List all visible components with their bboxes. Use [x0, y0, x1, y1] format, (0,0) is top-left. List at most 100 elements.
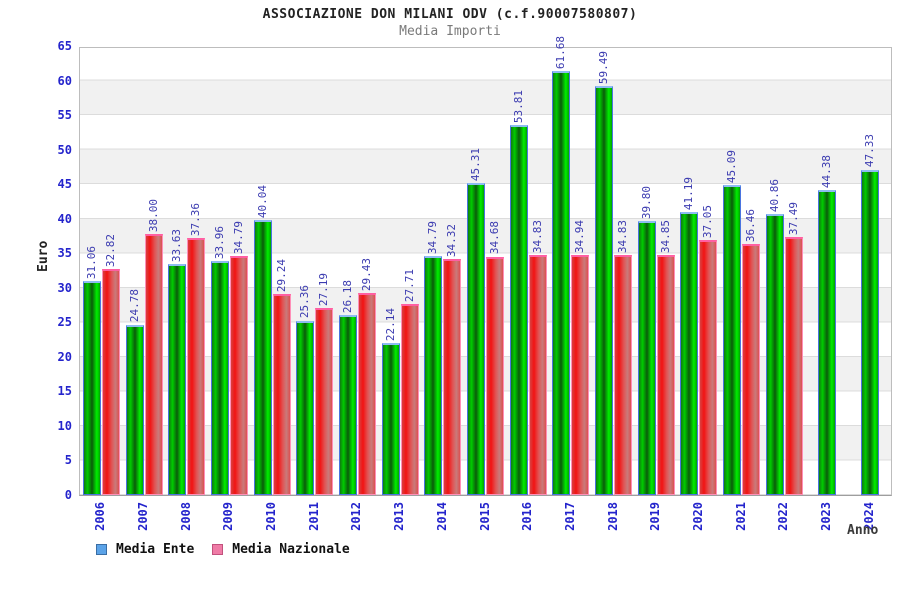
bar-group-2016: 53.81 34.83 2016: [507, 48, 550, 531]
y-tick-40: 40: [57, 211, 72, 226]
value-label-media-nazionale-2006: 32.82: [103, 234, 117, 268]
bar-group-2006: 31.06 32.82 2006: [80, 48, 123, 531]
bar-group-2021: 45.09 36.46 2021: [720, 48, 763, 531]
bar-media-ente-2007: 24.78: [125, 289, 144, 495]
bar-media-ente-2019: 39.80: [637, 186, 656, 495]
value-label-media-nazionale-2010: 29.24: [274, 258, 288, 292]
bar-media-ente-2016: 53.81: [509, 90, 528, 495]
y-tick-60: 60: [57, 73, 72, 88]
x-axis-title: Anno: [847, 523, 879, 538]
bar-media-ente-2020: 41.19: [680, 177, 699, 495]
value-label-media-nazionale-2022: 37.49: [786, 202, 800, 236]
value-label-media-ente-2018: 59.49: [597, 50, 611, 84]
bar-media-nazionale-2008: 37.36: [187, 203, 206, 495]
bar-group-2022: 40.86 37.49 2022: [763, 48, 806, 531]
bar-media-nazionale-2013: 27.71: [400, 269, 419, 495]
legend-label-media-nazionale: Media Nazionale: [232, 542, 350, 557]
x-tick-2009: 2009: [221, 502, 236, 531]
bar-group-2014: 34.79 34.32 2014: [422, 48, 465, 531]
bar-media-ente-2024: 47.33: [860, 134, 879, 495]
x-tick-2020: 2020: [690, 502, 705, 531]
value-label-media-ente-2010: 40.04: [255, 184, 269, 218]
bar-group-2013: 22.14 27.71 2013: [379, 48, 422, 531]
bar-group-2017: 61.68 34.94 2017: [550, 36, 593, 531]
bar-media-nazionale-2015: 34.68: [486, 221, 505, 495]
bar-media-nazionale-2006: 32.82: [101, 234, 120, 495]
bar-media-ente-2006: 31.06: [82, 246, 101, 495]
value-label-media-ente-2016: 53.81: [511, 89, 525, 123]
bar-group-2018: 59.49 34.83 2018: [592, 48, 635, 531]
bar-group-2007: 24.78 38.00 2007: [123, 48, 166, 531]
value-label-media-ente-2014: 34.79: [426, 220, 440, 254]
bar-group-2024: 47.33 2024: [848, 48, 891, 531]
value-label-media-nazionale-2019: 34.85: [658, 220, 672, 254]
legend-swatch-media-nazionale-icon: [212, 544, 224, 555]
bar-group-2020: 41.19 37.05 2020: [678, 48, 721, 531]
value-label-media-ente-2020: 41.19: [682, 176, 696, 210]
bar-media-nazionale-2018: 34.83: [614, 220, 633, 495]
bar-media-ente-2023: 44.38: [818, 155, 837, 495]
x-tick-2019: 2019: [648, 502, 663, 531]
y-tick-20: 20: [57, 349, 72, 364]
y-tick-65: 65: [57, 39, 72, 53]
y-tick-35: 35: [57, 246, 72, 261]
value-label-media-ente-2012: 26.18: [340, 279, 354, 313]
value-label-media-ente-2021: 45.09: [725, 149, 739, 183]
x-tick-2011: 2011: [306, 502, 321, 531]
value-label-media-nazionale-2016: 34.83: [530, 220, 544, 254]
bar-media-nazionale-2014: 34.32: [443, 224, 462, 495]
bar-media-ente-2018: 59.49: [595, 51, 614, 495]
x-tick-2018: 2018: [605, 502, 620, 531]
x-tick-2023: 2023: [819, 502, 834, 531]
bar-group-2008: 33.63 37.36 2008: [165, 48, 208, 531]
x-tick-2010: 2010: [264, 502, 279, 531]
bar-media-nazionale-2019: 34.85: [656, 220, 675, 495]
bar-media-nazionale-2016: 34.83: [528, 220, 547, 495]
value-label-media-ente-2015: 45.31: [469, 148, 483, 182]
value-label-media-nazionale-2018: 34.83: [616, 220, 630, 254]
x-tick-2006: 2006: [93, 502, 108, 531]
bar-media-ente-2021: 45.09: [723, 150, 742, 495]
y-tick-45: 45: [57, 177, 72, 192]
legend-item-media-ente: Media Ente: [96, 542, 194, 557]
x-tick-2015: 2015: [477, 502, 492, 531]
x-tick-2022: 2022: [776, 502, 791, 531]
bar-media-nazionale-2020: 37.05: [699, 205, 718, 495]
bar-media-ente-2008: 33.63: [168, 229, 187, 495]
y-tick-5: 5: [64, 453, 72, 468]
value-label-media-nazionale-2014: 34.32: [445, 223, 459, 257]
value-label-media-ente-2011: 25.36: [298, 285, 312, 319]
bar-media-nazionale-2017: 34.94: [571, 220, 590, 495]
legend-item-media-nazionale: Media Nazionale: [212, 542, 350, 557]
value-label-media-nazionale-2017: 34.94: [573, 219, 587, 253]
bar-group-2019: 39.80 34.85 2019: [635, 48, 678, 531]
y-tick-25: 25: [57, 315, 72, 330]
value-label-media-ente-2008: 33.63: [170, 228, 184, 262]
x-tick-2008: 2008: [178, 502, 193, 531]
y-tick-30: 30: [57, 280, 72, 295]
bar-group-2010: 40.04 29.24 2010: [251, 48, 294, 531]
bar-group-2023: 44.38 2023: [806, 48, 849, 531]
value-label-media-ente-2006: 31.06: [84, 246, 98, 280]
bar-media-nazionale-2021: 36.46: [742, 209, 761, 495]
bar-media-nazionale-2007: 38.00: [144, 199, 163, 495]
value-label-media-nazionale-2008: 37.36: [189, 202, 203, 237]
x-tick-2007: 2007: [136, 502, 151, 531]
value-label-media-ente-2017: 61.68: [554, 35, 568, 69]
x-tick-2014: 2014: [434, 502, 449, 531]
value-label-media-ente-2022: 40.86: [767, 178, 781, 213]
value-label-media-nazionale-2012: 29.43: [359, 257, 373, 291]
x-tick-2016: 2016: [520, 502, 535, 531]
bar-group-2011: 25.36 27.19 2011: [293, 48, 336, 531]
bar-groups: 31.06 32.82 2006 24.78 38.00 2007 33.63 37.36 20…: [80, 36, 891, 531]
value-label-media-nazionale-2015: 34.68: [488, 221, 502, 255]
bar-media-ente-2012: 26.18: [338, 280, 357, 495]
value-label-media-ente-2024: 47.33: [862, 134, 876, 168]
value-label-media-nazionale-2009: 34.79: [231, 220, 245, 254]
value-label-media-ente-2007: 24.78: [127, 289, 141, 323]
y-tick-15: 15: [57, 384, 72, 399]
y-tick-55: 55: [57, 108, 72, 123]
value-label-media-ente-2019: 39.80: [639, 186, 653, 220]
bar-media-ente-2017: 61.68: [552, 36, 571, 495]
